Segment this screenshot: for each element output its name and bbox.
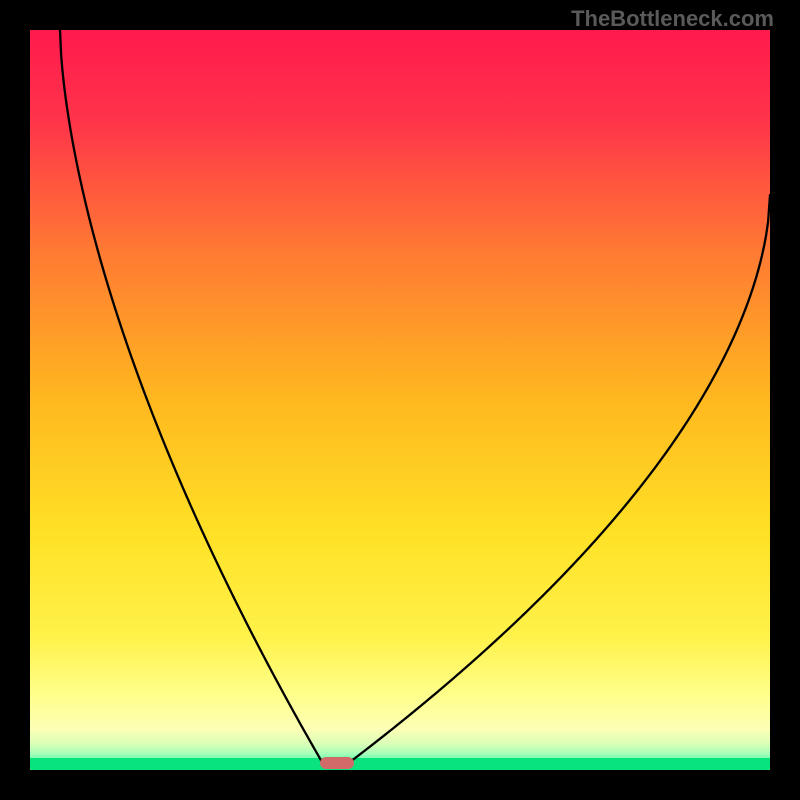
plot-gradient-area bbox=[30, 30, 770, 770]
watermark-text: TheBottleneck.com bbox=[571, 6, 774, 32]
optimal-marker bbox=[320, 757, 354, 769]
bottom-green-band bbox=[30, 758, 770, 770]
chart-root: TheBottleneck.com bbox=[0, 0, 800, 800]
